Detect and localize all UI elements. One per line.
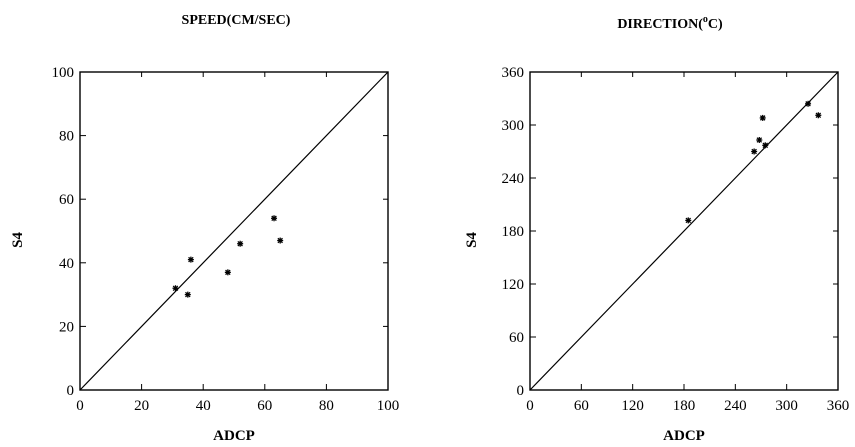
speed-y-ticks: 0 20 40 60 80 100 bbox=[52, 65, 388, 399]
speed-y-tick-label: 20 bbox=[59, 319, 74, 335]
speed-x-tick-label: 80 bbox=[319, 398, 334, 414]
speed-x-tick-label: 0 bbox=[76, 398, 84, 414]
speed-plot-frame bbox=[79, 71, 389, 391]
direction-chart-title: DIRECTION(oC) bbox=[617, 14, 723, 32]
direction-x-tick-label: 0 bbox=[526, 398, 534, 414]
direction-data-point bbox=[815, 112, 822, 119]
direction-chart: DIRECTION(oC) 0 60 120 180 240 300 360 0 60 120 1… bbox=[464, 14, 849, 444]
speed-one-to-one-line bbox=[79, 71, 389, 391]
direction-y-tick-label: 240 bbox=[502, 171, 525, 187]
direction-y-tick-label: 180 bbox=[502, 224, 525, 240]
speed-y-tick-label: 40 bbox=[59, 256, 74, 272]
speed-chart-title: SPEED(CM/SEC) bbox=[182, 13, 291, 28]
speed-data-point bbox=[237, 240, 244, 247]
direction-data-point bbox=[762, 142, 769, 149]
speed-x-tick-label: 100 bbox=[377, 398, 400, 414]
direction-data-point bbox=[756, 137, 763, 144]
speed-x-tick-label: 60 bbox=[257, 398, 272, 414]
direction-y-tick-label: 0 bbox=[517, 383, 525, 399]
direction-data-point bbox=[759, 114, 766, 121]
speed-data-point bbox=[187, 256, 194, 263]
speed-x-ticks: 0 20 40 60 80 100 bbox=[76, 72, 399, 414]
direction-y-tick-label: 360 bbox=[502, 65, 525, 81]
direction-x-tick-label: 180 bbox=[673, 398, 696, 414]
direction-one-to-one-line bbox=[529, 71, 839, 391]
speed-y-tick-label: 0 bbox=[67, 383, 75, 399]
direction-data-point bbox=[751, 148, 758, 155]
direction-y-tick-label: 60 bbox=[509, 330, 524, 346]
direction-x-tick-label: 300 bbox=[775, 398, 798, 414]
direction-y-tick-label: 120 bbox=[502, 277, 525, 293]
direction-y-ticks: 0 60 120 180 240 300 360 bbox=[502, 65, 838, 399]
direction-y-axis-label: S4 bbox=[464, 232, 480, 248]
speed-x-tick-label: 40 bbox=[196, 398, 211, 414]
speed-y-axis-label: S4 bbox=[10, 232, 26, 248]
direction-data-point bbox=[685, 217, 692, 224]
direction-data-point bbox=[805, 100, 812, 107]
speed-points bbox=[172, 215, 284, 298]
direction-title-superscript: o bbox=[703, 14, 708, 25]
direction-x-ticks: 0 60 120 180 240 300 360 bbox=[526, 72, 849, 414]
direction-x-tick-label: 240 bbox=[724, 398, 747, 414]
speed-data-point bbox=[271, 215, 278, 222]
speed-data-point bbox=[277, 237, 284, 244]
direction-x-tick-label: 360 bbox=[827, 398, 850, 414]
direction-title-end: C) bbox=[708, 17, 723, 32]
speed-data-point bbox=[172, 285, 179, 292]
speed-data-point bbox=[224, 269, 231, 276]
direction-y-tick-label: 300 bbox=[502, 118, 525, 134]
speed-y-tick-label: 100 bbox=[52, 65, 75, 81]
speed-y-tick-label: 60 bbox=[59, 192, 74, 208]
speed-x-tick-label: 20 bbox=[134, 398, 149, 414]
direction-x-tick-label: 60 bbox=[574, 398, 589, 414]
speed-y-tick-label: 80 bbox=[59, 129, 74, 145]
direction-points bbox=[685, 100, 822, 224]
direction-title-main: DIRECTION( bbox=[617, 17, 703, 32]
speed-data-point bbox=[184, 291, 191, 298]
direction-x-tick-label: 120 bbox=[621, 398, 644, 414]
speed-x-axis-label: ADCP bbox=[213, 428, 255, 444]
direction-x-axis-label: ADCP bbox=[663, 428, 705, 444]
speed-chart: SPEED(CM/SEC) 0 20 40 60 80 100 020406080100 … bbox=[10, 13, 399, 444]
